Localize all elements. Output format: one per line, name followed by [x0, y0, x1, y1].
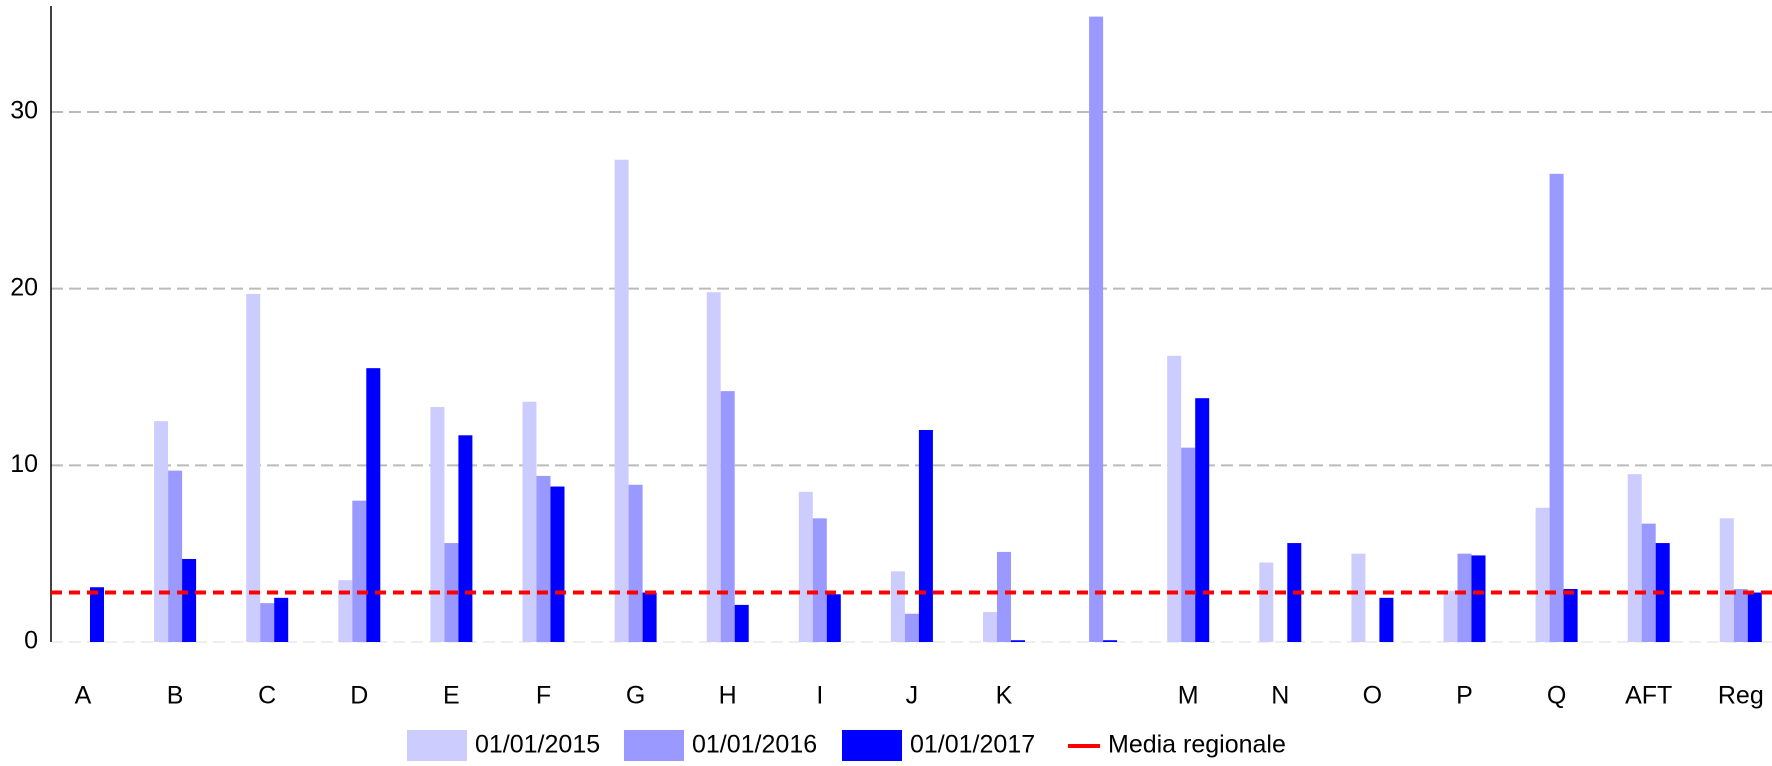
bar: [1747, 592, 1762, 642]
x-tick-label: K: [996, 682, 1013, 710]
bar: [904, 613, 919, 642]
y-tick-label: 10: [10, 450, 38, 478]
bar: [890, 571, 905, 642]
bar: [458, 435, 473, 642]
legend-swatch: [407, 730, 467, 761]
bar: [614, 159, 629, 642]
legend-label: 01/01/2016: [692, 731, 817, 759]
bar: [90, 587, 104, 642]
bar: [628, 484, 643, 642]
x-tick-label: E: [443, 682, 460, 710]
bar: [798, 491, 813, 642]
bar: [430, 407, 445, 642]
bar: [1457, 553, 1472, 642]
bar: [154, 421, 169, 642]
x-tick-label: F: [536, 682, 551, 710]
bar: [246, 293, 261, 642]
bar: [1549, 173, 1564, 643]
bar: [550, 486, 565, 642]
x-tick-label: D: [350, 682, 368, 710]
bar: [706, 292, 721, 642]
bar: [826, 594, 841, 642]
x-tick-label: Q: [1547, 682, 1566, 710]
bar: [1089, 16, 1104, 643]
bar: [182, 558, 197, 642]
x-tick-label: P: [1456, 682, 1473, 710]
x-tick-label: N: [1271, 682, 1289, 710]
bar: [1167, 355, 1182, 642]
bar: [338, 580, 353, 642]
legend-label: Media regionale: [1108, 731, 1286, 759]
legend-swatch: [842, 730, 902, 761]
bar: [1351, 553, 1366, 642]
bar: [1627, 474, 1642, 642]
bar: [997, 551, 1011, 642]
bar: [168, 470, 183, 642]
bar: [1259, 562, 1274, 642]
x-tick-label: H: [719, 682, 737, 710]
legend-label: 01/01/2015: [475, 731, 600, 759]
bar: [352, 500, 367, 642]
bar: [1563, 589, 1578, 642]
legend-swatch: [624, 730, 684, 761]
x-tick-label: Reg: [1718, 682, 1764, 710]
bar: [1443, 590, 1458, 642]
bar: [1103, 640, 1118, 642]
x-tick-label: G: [626, 682, 645, 710]
bar: [720, 391, 735, 642]
x-tick-label: I: [816, 682, 823, 710]
bar: [1379, 597, 1394, 642]
bar: [1733, 589, 1748, 642]
bar: [366, 368, 381, 642]
bar: [642, 592, 657, 642]
bar: [274, 597, 289, 642]
x-tick-label: M: [1178, 682, 1199, 710]
bar: [1641, 523, 1656, 642]
bar: [1195, 398, 1210, 642]
bar: [734, 604, 749, 642]
y-tick-label: 20: [10, 273, 38, 301]
bar: [1471, 555, 1486, 642]
bar: [536, 475, 551, 642]
bar: [983, 611, 997, 642]
bar: [260, 603, 275, 642]
x-tick-label: B: [167, 682, 184, 710]
legend-label: 01/01/2017: [910, 731, 1035, 759]
y-tick-label: 30: [10, 97, 38, 125]
x-tick-label: C: [258, 682, 276, 710]
x-tick-label: O: [1363, 682, 1382, 710]
bar: [1535, 507, 1550, 642]
bar: [812, 518, 827, 642]
bar: [1719, 518, 1734, 642]
x-tick-label: AFT: [1625, 682, 1672, 710]
x-tick-label: A: [75, 682, 92, 710]
x-tick-label: J: [906, 682, 919, 710]
bar: [522, 401, 537, 642]
bar: [1181, 447, 1196, 642]
bar: [1011, 640, 1025, 642]
y-tick-label: 0: [24, 627, 38, 655]
bar: [918, 430, 933, 642]
